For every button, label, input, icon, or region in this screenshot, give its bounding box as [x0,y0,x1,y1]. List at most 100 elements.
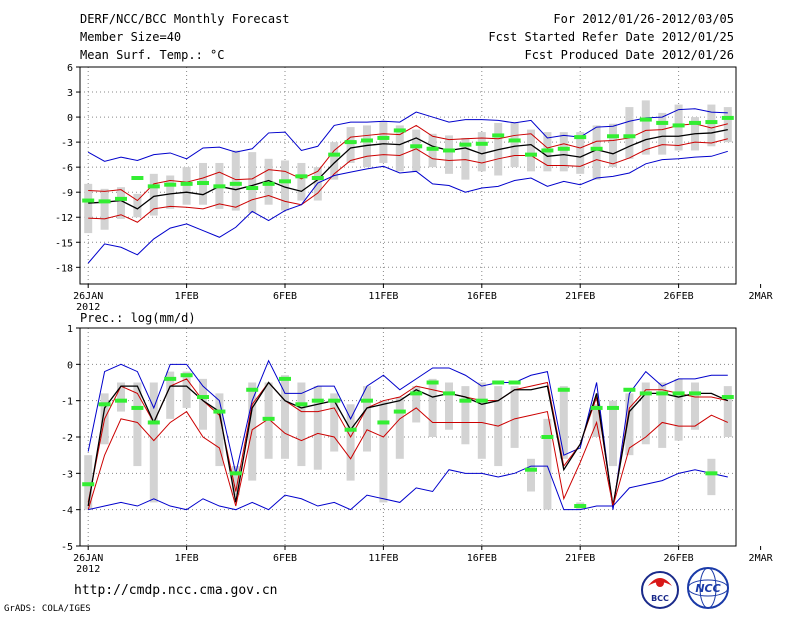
precip-marker-25 [475,398,488,403]
temp-marker-34 [623,134,636,139]
temp-box-32 [592,125,601,180]
temp-marker-24 [459,142,472,147]
temp-box-15 [313,167,322,201]
precip-year-label: 2012 [76,564,100,575]
precip-marker-7 [180,373,193,378]
precip-box-39 [707,458,716,496]
temp-line-min [87,150,728,264]
temp-ytick-label-0: 6 [67,63,73,74]
precip-box-24 [461,386,470,445]
precip-box-14 [297,382,306,467]
temp-box-5 [149,173,158,216]
temp-box-4 [133,193,142,218]
precip-marker-37 [672,391,685,396]
precip-marker-23 [443,391,455,396]
precip-marker-22 [426,380,439,385]
precip-xtick-label-6: 26FEB [664,553,694,564]
temp-marker-23 [443,148,455,153]
precip-line-min [88,465,728,511]
precip-marker-4 [131,405,144,410]
temp-marker-15 [311,176,324,181]
temp-box-33 [609,123,617,168]
temp-box-23 [445,135,453,174]
temp-xtick-label-5: 21FEB [565,291,595,302]
precip-marker-16 [328,398,341,403]
temp-box-19 [379,121,388,163]
precip-marker-12 [262,416,275,421]
precip-ytick-label-6: -5 [61,542,73,553]
precip-box-15 [313,386,322,470]
precip-marker-5 [147,420,160,425]
temp-marker-38 [689,120,701,125]
temp-ytick-label-5: -9 [61,188,73,199]
precip-marker-26 [492,380,505,385]
temp-marker-9 [213,184,226,189]
temp-box-20 [395,125,404,172]
precip-box-8 [199,378,207,430]
precip-box-18 [363,386,371,452]
precip-xtick-label-2: 6FEB [273,553,297,564]
footer-url[interactable]: http://cmdp.ncc.cma.gov.cn [74,583,278,598]
temp-box-18 [363,125,371,168]
temp-marker-10 [229,181,242,186]
temp-box-3 [117,187,125,219]
precip-ytick-label-5: -4 [61,506,73,517]
temp-box-21 [412,129,421,172]
ncc-logo-latitude [687,579,729,597]
ncc-logo: NCC [687,567,729,609]
precip-ytick-label-1: 0 [67,360,73,371]
bcc-logo-dot [656,579,664,587]
precip-xtick-label-4: 16FEB [467,553,497,564]
precip-line-max [87,359,728,510]
temp-xtick-label-3: 11FEB [368,291,398,302]
precip-box-28 [527,458,535,492]
precip-box-29 [543,418,552,510]
precip-marker-20 [393,409,406,414]
precip-box-7 [182,371,191,408]
precip-box-25 [477,382,486,459]
temp-box-11 [248,152,257,214]
temp-marker-6 [164,182,177,187]
temp-marker-33 [607,134,619,139]
temp-box-14 [297,162,306,201]
temp-xtick-label-6: 26FEB [664,291,694,302]
forecast-produced-label: Fcst Produced Date 2012/01/26 [524,48,734,62]
precip-marker-17 [344,427,357,432]
ncc-logo-meridian [699,567,717,609]
precip-box-22 [428,378,437,437]
temp-ytick-label-2: 0 [67,113,73,124]
temp-line-lower [88,138,728,223]
chart-title: DERF/NCC/BCC Monthly Forecast [80,12,290,26]
temp-ytick-label-1: 3 [67,88,73,99]
temp-marker-8 [197,181,209,186]
forecast-range-label: For 2012/01/26-2012/03/05 [553,12,734,26]
precip-box-36 [658,382,667,448]
precip-line-lower [87,407,729,510]
temp-box-17 [346,127,355,163]
temp-box-39 [707,104,716,147]
precip-box-17 [346,404,355,481]
precip-box-33 [609,400,617,467]
temp-box-6 [166,175,175,209]
precip-box-19 [379,400,388,503]
temp-marker-14 [295,174,308,179]
temp-box-31 [576,132,585,174]
temp-marker-2 [98,199,111,204]
precip-marker-1 [82,482,95,487]
temp-box-37 [674,104,683,151]
temp-marker-5 [147,184,160,189]
precip-marker-9 [213,409,226,414]
temp-box-1 [84,183,93,234]
precip-marker-29 [541,435,554,439]
precip-marker-31 [574,504,587,509]
precip-box-10 [231,466,240,496]
temp-marker-20 [393,128,406,133]
temp-xtick-label-4: 16FEB [467,291,497,302]
precip-marker-15 [311,398,324,403]
temp-marker-28 [525,152,537,157]
temp-marker-36 [656,120,669,125]
precip-line-mean [87,381,729,507]
temp-xtick-label-last: 2MAR [749,291,774,302]
temp-marker-1 [82,198,95,203]
